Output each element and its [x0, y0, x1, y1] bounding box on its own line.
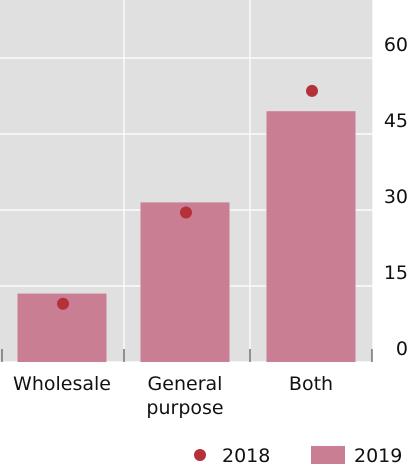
y-tick-label: 60	[384, 34, 408, 56]
y-tick-label: 0	[396, 338, 408, 360]
category-label-line: Wholesale	[13, 373, 111, 395]
bar-2019	[140, 202, 230, 362]
y-tick-label: 15	[384, 262, 408, 284]
dot-2018	[306, 84, 318, 97]
legend: 2018 2019	[194, 445, 402, 467]
bar-2019	[266, 111, 356, 362]
category-label-line: Both	[289, 373, 333, 395]
dots-2018	[57, 84, 318, 310]
legend-label-2018: 2018	[222, 445, 270, 467]
dot-2018	[57, 297, 69, 310]
y-tick-label: 30	[384, 186, 408, 208]
category-label-line: General	[148, 373, 223, 395]
category-label: Wholesale	[13, 373, 111, 395]
y-tick-label: 45	[384, 110, 408, 132]
bars-2019	[17, 111, 356, 362]
legend-marker-2018	[194, 449, 206, 461]
legend-marker-2019	[311, 446, 345, 464]
category-label: Both	[289, 373, 333, 395]
legend-label-2019: 2019	[354, 445, 402, 467]
category-label-line: purpose	[146, 397, 223, 419]
dot-2018	[180, 206, 192, 219]
x-axis-ticks	[1, 349, 373, 362]
y-axis-tick-labels: 0 15 30 45 60	[384, 34, 408, 360]
category-label: General purpose	[146, 373, 223, 419]
x-axis-category-labels: Wholesale General purpose Both	[13, 373, 333, 419]
